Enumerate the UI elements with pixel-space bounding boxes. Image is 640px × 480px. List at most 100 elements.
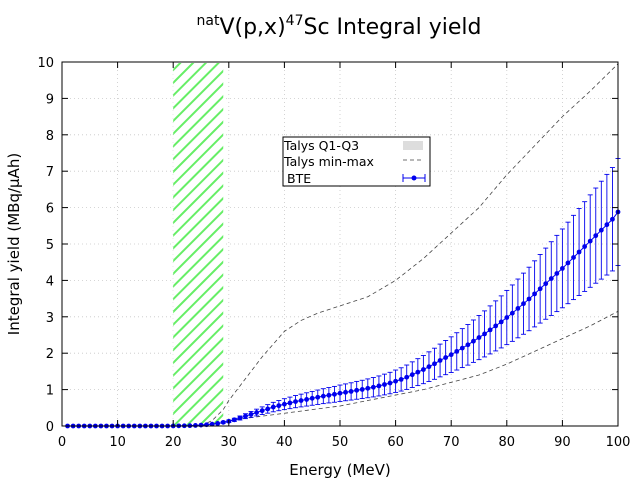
- bte-point: [231, 417, 237, 423]
- x-tick-label: 20: [165, 435, 182, 450]
- bte-point: [254, 410, 259, 415]
- bte-point: [526, 296, 532, 302]
- bte-point: [487, 327, 493, 333]
- x-tick-label: 100: [606, 435, 631, 450]
- bte-point: [548, 276, 554, 281]
- bte-point: [304, 397, 310, 402]
- bte-point: [482, 331, 487, 337]
- bte-point: [543, 281, 549, 287]
- bte-point: [265, 406, 271, 412]
- y-tick-label: 6: [46, 202, 54, 217]
- bte-point: [287, 400, 293, 406]
- bte-point: [398, 377, 404, 382]
- bte-point: [309, 395, 315, 401]
- bte-point: [220, 419, 226, 425]
- y-tick-label: 7: [46, 165, 54, 180]
- bte-point: [459, 345, 465, 351]
- bte-point: [343, 389, 348, 395]
- bte-point: [376, 383, 382, 389]
- talys-max-curve: [200, 63, 618, 426]
- bte-point: [370, 384, 376, 390]
- bte-point: [448, 352, 454, 358]
- y-tick-label: 10: [37, 56, 54, 71]
- bte-point: [437, 358, 443, 363]
- bte-point: [359, 387, 365, 392]
- legend: Talys Q1-Q3 Talys min-max BTE: [282, 136, 431, 187]
- bte-point: [432, 361, 437, 367]
- bte-point: [282, 401, 287, 407]
- bte-point: [504, 315, 510, 320]
- bte-point: [471, 338, 476, 344]
- bte-point: [315, 394, 321, 400]
- bte-point: [454, 348, 460, 354]
- legend-label-talys-minmax: Talys min-max: [283, 154, 374, 169]
- y-tick-label: 1: [46, 384, 54, 399]
- bte-point: [198, 422, 204, 428]
- bte-point: [421, 367, 426, 372]
- bte-point: [593, 233, 599, 239]
- bte-point: [365, 385, 371, 391]
- bte-point: [560, 265, 565, 271]
- chart-title: natV(p,x)47Sc Integral yield: [197, 13, 482, 40]
- bte-point: [498, 319, 504, 325]
- x-tick-label: 60: [387, 435, 404, 450]
- bte-point: [382, 382, 387, 387]
- y-axis-label: Integral yield (MBq/μAh): [5, 153, 23, 335]
- legend-label-bte: BTE: [287, 171, 311, 186]
- bte-point: [537, 286, 543, 292]
- bte-point: [293, 399, 298, 405]
- bte-point: [515, 306, 521, 311]
- bte-points: [65, 209, 621, 429]
- y-tick-label: 2: [46, 347, 54, 362]
- title-superscript-nat: nat: [197, 13, 220, 29]
- x-tick-label: 30: [221, 435, 238, 450]
- bte-point: [409, 372, 415, 378]
- bte-point: [332, 391, 337, 397]
- bte-error-bars: [220, 158, 621, 424]
- x-tick-label: 80: [499, 435, 516, 450]
- bte-point: [326, 392, 332, 398]
- bte-point: [493, 323, 499, 329]
- bte-point: [532, 291, 537, 297]
- y-tick-label: 3: [46, 311, 54, 326]
- bte-point: [521, 301, 526, 307]
- bte-point: [604, 222, 610, 228]
- bte-point: [509, 310, 515, 316]
- y-tick-label: 0: [46, 420, 54, 435]
- bte-point: [404, 374, 410, 380]
- bte-point: [348, 389, 354, 394]
- y-tick-label: 9: [46, 92, 54, 107]
- y-tick-label: 4: [46, 274, 54, 289]
- bte-point: [476, 335, 482, 340]
- x-tick-label: 50: [332, 435, 349, 450]
- bte-point: [610, 216, 615, 222]
- bte-point: [598, 227, 604, 233]
- bte-point: [554, 271, 560, 276]
- bte-point: [298, 398, 304, 403]
- bte-point: [582, 244, 588, 249]
- y-tick-label: 5: [46, 238, 54, 253]
- bte-point: [415, 369, 421, 375]
- bte-point: [248, 411, 254, 417]
- x-axis-ticks: 0 10 20 30 40 50 60 70 80 90 100: [58, 62, 631, 450]
- bte-point: [237, 415, 243, 421]
- legend-label-talys-q1q3: Talys Q1-Q3: [283, 138, 359, 153]
- bte-point: [215, 421, 221, 426]
- bte-point: [259, 408, 265, 414]
- bte-point: [270, 404, 276, 410]
- x-tick-label: 40: [276, 435, 293, 450]
- bte-point: [587, 238, 593, 244]
- bte-point: [320, 393, 326, 399]
- bte-point: [565, 260, 571, 266]
- bte-point: [209, 421, 215, 427]
- bte-point: [393, 378, 398, 384]
- x-tick-label: 10: [109, 435, 126, 450]
- bte-point: [571, 255, 576, 260]
- x-axis-label: Energy (MeV): [289, 461, 390, 479]
- title-product: Sc Integral yield: [303, 15, 481, 40]
- hatched-energy-region: [173, 63, 224, 426]
- bte-point: [276, 403, 282, 409]
- title-reaction: V(p,x): [219, 15, 285, 40]
- legend-swatch-bte: [402, 174, 426, 182]
